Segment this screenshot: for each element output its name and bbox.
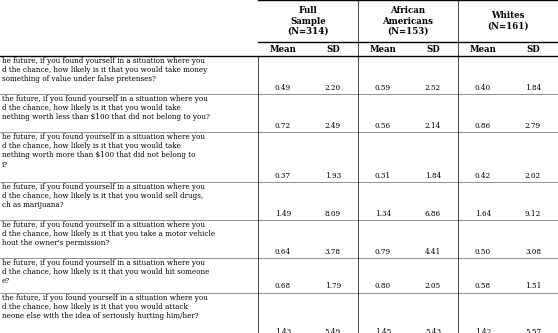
Text: 2.79: 2.79 [525,122,541,130]
Text: he future, if you found yourself in a situation where you
d the chance, how like: he future, if you found yourself in a si… [2,221,215,247]
Text: 0.37: 0.37 [275,171,291,179]
Text: 0.86: 0.86 [475,122,491,130]
Text: 2.52: 2.52 [425,84,441,92]
Text: 0.68: 0.68 [275,282,291,290]
Text: 6.86: 6.86 [425,209,441,217]
Text: 0.40: 0.40 [475,84,491,92]
Text: 1.43: 1.43 [275,327,291,333]
Text: the future, if you found yourself in a situation where you
d the chance, how lik: the future, if you found yourself in a s… [2,95,210,122]
Text: SD: SD [326,45,340,54]
Text: 1.34: 1.34 [375,209,391,217]
Text: 1.49: 1.49 [275,209,291,217]
Text: he future, if you found yourself in a situation where you
d the chance, how like: he future, if you found yourself in a si… [2,133,205,168]
Text: SD: SD [426,45,440,54]
Text: 8.09: 8.09 [325,209,341,217]
Text: 1.42: 1.42 [475,327,491,333]
Text: 5.43: 5.43 [425,327,441,333]
Text: 2.14: 2.14 [425,122,441,130]
Text: 2.05: 2.05 [425,282,441,290]
Text: he future, if you found yourself in a situation where you
d the chance, how like: he future, if you found yourself in a si… [2,57,207,83]
Text: Mean: Mean [270,45,296,54]
Text: 2.49: 2.49 [325,122,341,130]
Text: 1.84: 1.84 [425,171,441,179]
Text: 3.78: 3.78 [325,247,341,255]
Text: Full
Sample
(N=314): Full Sample (N=314) [287,6,329,36]
Text: 1.79: 1.79 [325,282,341,290]
Text: 0.56: 0.56 [375,122,391,130]
Text: 0.79: 0.79 [375,247,391,255]
Text: 1.45: 1.45 [375,327,391,333]
Text: 0.50: 0.50 [475,247,491,255]
Text: 0.72: 0.72 [275,122,291,130]
Text: 0.42: 0.42 [475,171,491,179]
Text: he future, if you found yourself in a situation where you
d the chance, how like: he future, if you found yourself in a si… [2,183,205,209]
Text: 3.08: 3.08 [525,247,541,255]
Text: 5.57: 5.57 [525,327,541,333]
Text: Mean: Mean [469,45,497,54]
Text: 2.02: 2.02 [525,171,541,179]
Text: 1.84: 1.84 [525,84,541,92]
Text: 0.64: 0.64 [275,247,291,255]
Text: 0.49: 0.49 [275,84,291,92]
Text: 0.80: 0.80 [375,282,391,290]
Text: Mean: Mean [369,45,396,54]
Text: 9.12: 9.12 [525,209,541,217]
Text: 0.59: 0.59 [375,84,391,92]
Text: African
Americans
(N=153): African Americans (N=153) [382,6,434,36]
Text: 5.49: 5.49 [325,327,341,333]
Text: he future, if you found yourself in a situation where you
d the chance, how like: he future, if you found yourself in a si… [2,259,209,285]
Text: 4.41: 4.41 [425,247,441,255]
Text: 2.20: 2.20 [325,84,341,92]
Text: 1.51: 1.51 [525,282,541,290]
Text: 1.64: 1.64 [475,209,491,217]
Text: 1.93: 1.93 [325,171,341,179]
Text: SD: SD [526,45,540,54]
Text: the future, if you found yourself in a situation where you
d the chance, how lik: the future, if you found yourself in a s… [2,294,208,320]
Text: 0.31: 0.31 [375,171,391,179]
Text: Whites
(N=161): Whites (N=161) [487,11,529,31]
Text: 0.58: 0.58 [475,282,491,290]
